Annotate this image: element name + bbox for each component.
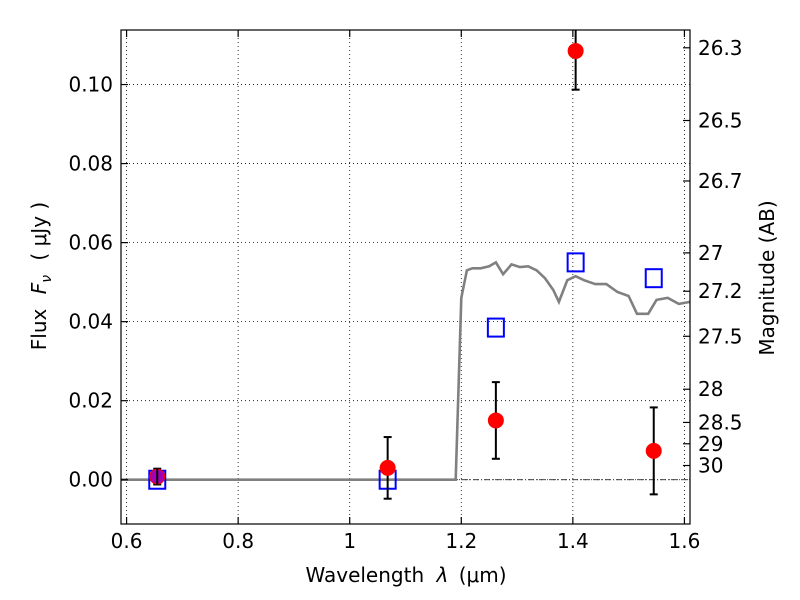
model-square-point — [486, 317, 505, 338]
x-axis-title: Wavelength λ (μm) — [305, 563, 506, 587]
x-tick-label: 1.6 — [669, 529, 701, 553]
x-tick-label: 1 — [343, 529, 356, 553]
x-tick-label: 0.6 — [111, 529, 143, 553]
y-tick-label: 0.00 — [68, 468, 113, 492]
model-square-point — [566, 252, 585, 273]
observed-flux-point — [645, 442, 662, 459]
model-square-point — [644, 268, 663, 289]
magnitude-tick-label: 26.5 — [698, 109, 743, 133]
data-points — [148, 30, 663, 500]
observed-flux-point — [567, 42, 584, 59]
plot-frame — [120, 29, 691, 525]
grid — [121, 30, 690, 524]
observed-flux-point — [379, 459, 396, 476]
x-tick-label: 1.4 — [557, 529, 589, 553]
magnitude-tick-label: 28 — [698, 377, 723, 401]
magnitude-tick-label: 26.3 — [698, 36, 743, 60]
magnitude-tick-label: 26.7 — [698, 169, 743, 193]
y-axis-title: Flux Fν ( μJy ) — [27, 202, 56, 350]
magnitude-tick-label: 29 — [698, 432, 723, 456]
y-tick-label: 0.02 — [68, 389, 113, 413]
y-tick-label: 0.04 — [68, 310, 113, 334]
observed-flux-point — [487, 412, 504, 429]
y-tick-label: 0.10 — [68, 73, 113, 97]
x-tick-label: 0.8 — [222, 529, 254, 553]
magnitude-tick-label: 28.5 — [698, 410, 743, 434]
right-axis-title: Magnitude (AB) — [755, 200, 779, 355]
magnitude-tick-label: 27.2 — [698, 279, 743, 303]
y-tick-label: 0.06 — [68, 231, 113, 255]
magnitude-tick-label: 30 — [698, 454, 723, 478]
y-tick-label: 0.08 — [68, 152, 113, 176]
axis-ticks: 0.6 0.8 1 1.2 1.4 1.6 0.00 0.02 0.04 0.06 0.08 0.10… — [68, 30, 743, 553]
model-spectrum-curve — [121, 260, 691, 482]
x-tick-label: 1.2 — [445, 529, 477, 553]
magnitude-tick-label: 27 — [698, 241, 723, 265]
magnitude-tick-label: 27.5 — [698, 324, 743, 348]
